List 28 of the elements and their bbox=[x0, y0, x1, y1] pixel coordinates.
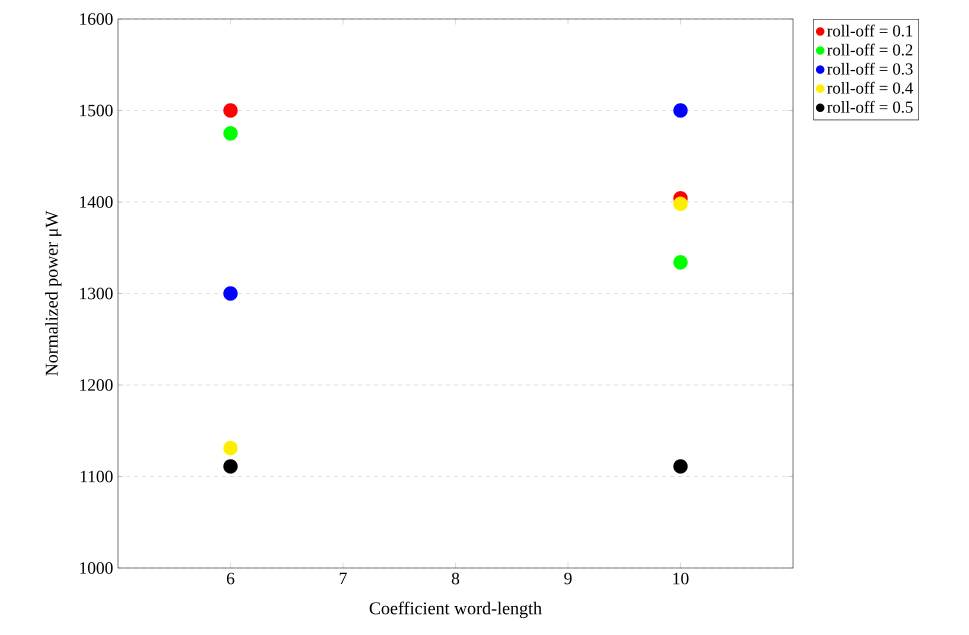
legend-label: roll-off = 0.3 bbox=[827, 62, 913, 75]
x-axis-title: Coefficient word-length bbox=[370, 602, 542, 618]
point bbox=[673, 255, 688, 270]
x-tick-label: 9 bbox=[564, 572, 572, 584]
y-tick-label: 1300 bbox=[80, 288, 113, 300]
y-tick-label: 1100 bbox=[80, 470, 113, 482]
x-tick-label: 7 bbox=[340, 572, 347, 584]
point bbox=[673, 103, 688, 118]
point bbox=[223, 459, 238, 474]
legend-label: roll-off = 0.2 bbox=[827, 44, 912, 56]
point bbox=[673, 196, 688, 212]
legend-label: roll-off = 0.5 bbox=[827, 100, 913, 113]
y-tick-label: 1600 bbox=[80, 13, 113, 25]
x-tick-label: 10 bbox=[673, 572, 689, 584]
y-axis-title: Normalized power μW bbox=[45, 210, 62, 376]
point bbox=[673, 459, 688, 474]
point bbox=[223, 103, 238, 118]
y-tick-label: 1500 bbox=[80, 104, 113, 116]
y-tick-label: 1400 bbox=[80, 196, 113, 208]
point bbox=[223, 286, 238, 301]
point bbox=[223, 126, 238, 141]
y-tick-label: 1200 bbox=[80, 379, 113, 391]
x-tick-label: 6 bbox=[226, 572, 234, 584]
legend-label: roll-off = 0.1 bbox=[827, 24, 912, 37]
legend-label: roll-off = 0.4 bbox=[827, 82, 913, 94]
point bbox=[223, 440, 238, 456]
x-tick-label: 8 bbox=[452, 572, 460, 584]
y-tick-label: 1000 bbox=[80, 562, 113, 574]
